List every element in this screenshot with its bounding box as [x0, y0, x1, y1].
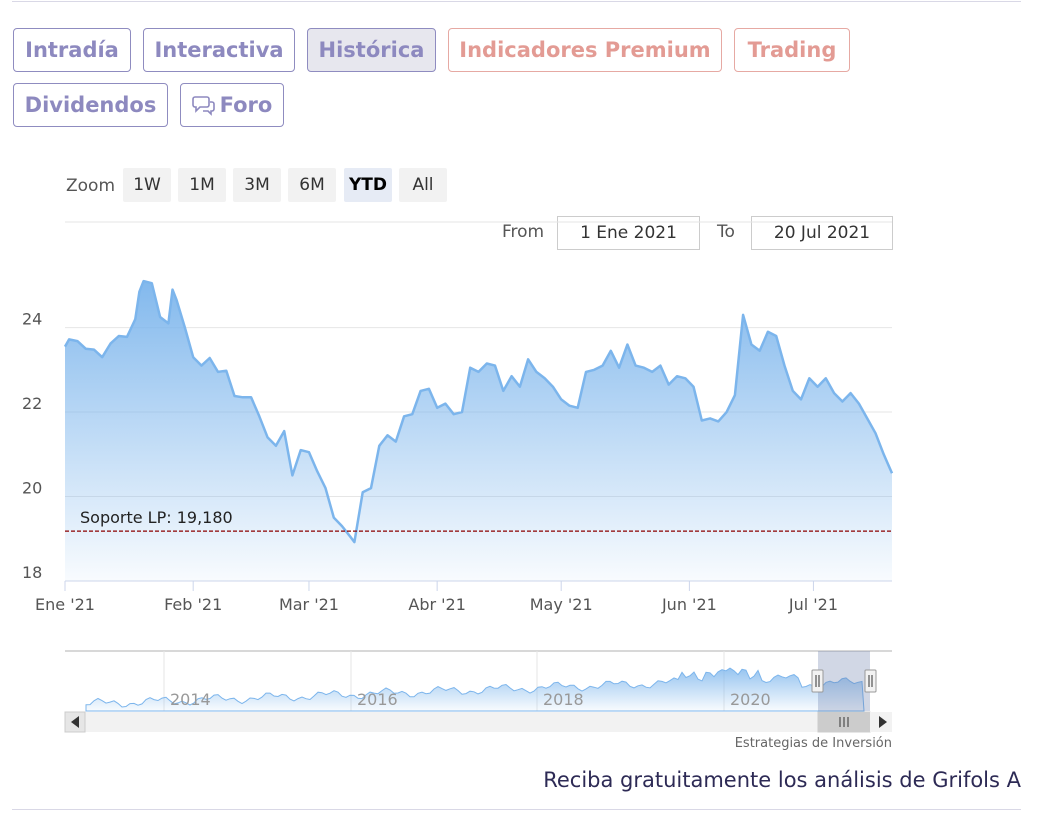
x-tick-label: Ene '21	[35, 595, 95, 614]
tab-interactiva[interactable]: Interactiva	[143, 28, 295, 72]
tab-trading[interactable]: Trading	[734, 28, 850, 72]
y-axis-labels: 18 20 22 24	[22, 310, 42, 582]
scrollbar-track[interactable]	[65, 712, 892, 732]
tab-intrad-a[interactable]: Intradía	[13, 28, 131, 72]
chat-bubbles-icon	[191, 94, 216, 116]
tab-label: Foro	[219, 93, 273, 117]
from-date-input[interactable]: 1 Ene 2021	[557, 216, 700, 250]
navigator-year-label: 2018	[543, 690, 584, 709]
y-tick-label: 20	[22, 479, 42, 498]
zoom-3m-button[interactable]: 3M	[233, 168, 281, 202]
tab-label: Histórica	[318, 38, 425, 62]
navigator-left-handle[interactable]	[811, 669, 824, 693]
top-divider	[12, 1, 1021, 2]
navigator-year-label: 2020	[730, 690, 771, 709]
tab-hist-rica[interactable]: Histórica	[307, 28, 436, 72]
navigator-year-labels: 2014 2016 2018 2020	[170, 690, 771, 709]
zoom-label: Zoom	[66, 176, 116, 196]
tab-label: Trading	[747, 38, 837, 62]
from-label: From	[502, 222, 545, 242]
zoom-1m-button[interactable]: 1M	[178, 168, 226, 202]
y-tick-label: 22	[22, 394, 42, 413]
chart-credit: Estrategias de Inversión	[735, 736, 892, 751]
x-tick-label: Mar '21	[279, 595, 339, 614]
x-tick-label: Feb '21	[164, 595, 222, 614]
zoom-1w-button[interactable]: 1W	[123, 168, 171, 202]
tab-indicadores-premium[interactable]: Indicadores Premium	[448, 28, 722, 72]
x-axis-labels: Ene '21 Feb '21 Mar '21 Abr '21 May '21 Jun '…	[35, 581, 838, 614]
navigator-right-handle[interactable]	[864, 669, 877, 693]
tab-foro[interactable]: Foro	[180, 83, 284, 127]
x-tick-label: Jul '21	[788, 595, 838, 614]
tab-label: Indicadores Premium	[459, 38, 711, 62]
price-area	[65, 281, 892, 581]
price-line	[63, 279, 894, 544]
x-tick-label: May '21	[530, 595, 593, 614]
x-tick-label: Abr '21	[408, 595, 466, 614]
zoom-all-button[interactable]: All	[399, 168, 447, 202]
navigator-area	[85, 667, 865, 712]
navigator-year-label: 2014	[170, 690, 211, 709]
y-tick-label: 18	[22, 563, 42, 582]
tab-label: Interactiva	[154, 38, 284, 62]
zoom-6m-button[interactable]: 6M	[288, 168, 336, 202]
support-label: Soporte LP: 19,180	[80, 508, 233, 527]
navigator[interactable]: 2014 2016 2018 2020	[64, 650, 892, 733]
y-tick-label: 24	[22, 310, 42, 329]
navigator-year-label: 2016	[357, 690, 398, 709]
navigator-selection[interactable]	[818, 651, 870, 711]
bottom-divider	[12, 809, 1021, 810]
to-label: To	[717, 222, 735, 242]
tab-dividendos[interactable]: Dividendos	[13, 83, 168, 127]
zoom-ytd-button[interactable]: YTD	[344, 168, 392, 202]
chevron-left-icon	[71, 716, 79, 728]
tab-label: Intradía	[25, 38, 119, 62]
x-tick-label: Jun '21	[661, 595, 717, 614]
newsletter-cta[interactable]: Reciba gratuitamente los análisis de Gri…	[543, 768, 1021, 792]
chevron-right-icon	[879, 716, 887, 728]
tab-label: Dividendos	[24, 93, 157, 117]
